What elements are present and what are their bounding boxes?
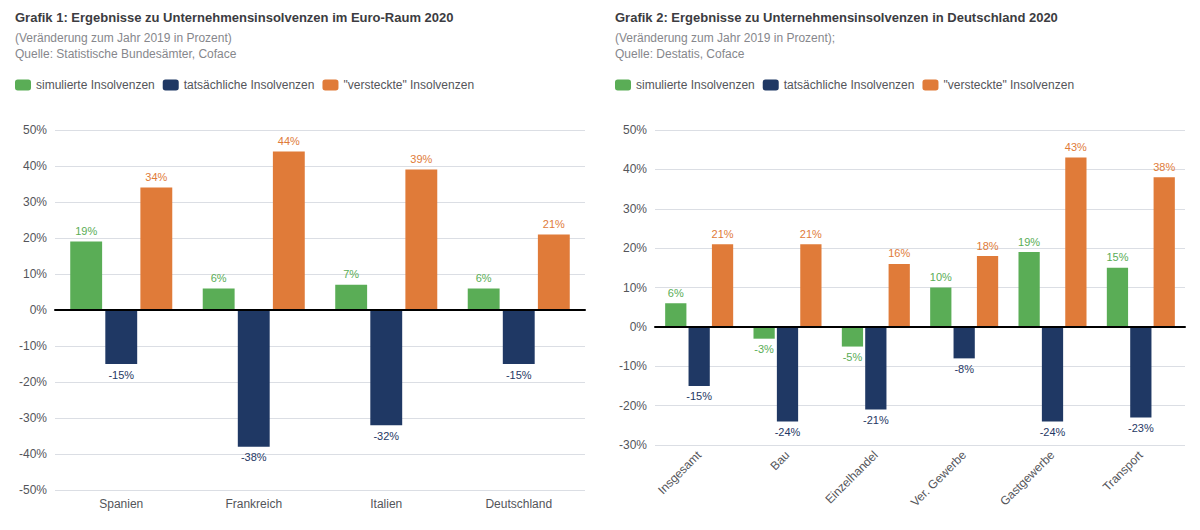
svg-text:Deutschland: Deutschland (485, 497, 552, 511)
svg-text:-15%: -15% (686, 390, 712, 402)
svg-text:-8%: -8% (954, 363, 974, 375)
svg-text:Grafik 1: Ergebnisse zu Untern: Grafik 1: Ergebnisse zu Unternehmensinso… (15, 10, 454, 25)
svg-text:19%: 19% (75, 225, 97, 237)
svg-text:-15%: -15% (108, 369, 134, 381)
svg-text:38%: 38% (1153, 161, 1175, 173)
svg-text:39%: 39% (410, 153, 432, 165)
svg-text:0%: 0% (630, 320, 648, 334)
svg-text:6%: 6% (211, 272, 227, 284)
svg-text:50%: 50% (623, 123, 647, 137)
svg-text:44%: 44% (278, 135, 300, 147)
svg-text:Bau: Bau (767, 448, 792, 473)
svg-text:40%: 40% (23, 159, 47, 173)
svg-text:20%: 20% (23, 231, 47, 245)
svg-text:21%: 21% (800, 228, 822, 240)
svg-text:Transport: Transport (1100, 448, 1146, 494)
svg-text:19%: 19% (1018, 236, 1040, 248)
svg-text:34%: 34% (145, 171, 167, 183)
svg-text:-38%: -38% (241, 451, 267, 463)
svg-text:-30%: -30% (19, 411, 47, 425)
svg-text:-50%: -50% (19, 483, 47, 497)
svg-text:Grafik 2: Ergebnisse zu Untern: Grafik 2: Ergebnisse zu Unternehmensinso… (615, 10, 1058, 25)
svg-text:20%: 20% (623, 241, 647, 255)
svg-text:6%: 6% (476, 272, 492, 284)
svg-text:"versteckte" Insolvenzen: "versteckte" Insolvenzen (943, 78, 1074, 92)
svg-text:"versteckte" Insolvenzen: "versteckte" Insolvenzen (343, 78, 474, 92)
svg-text:40%: 40% (623, 162, 647, 176)
svg-text:-15%: -15% (506, 369, 532, 381)
svg-text:Gastgewerbe: Gastgewerbe (997, 448, 1058, 509)
svg-text:Spanien: Spanien (99, 497, 143, 511)
svg-text:Ver. Gewerbe: Ver. Gewerbe (908, 448, 969, 509)
svg-text:21%: 21% (543, 218, 565, 230)
svg-text:Einzelhandel: Einzelhandel (822, 448, 880, 506)
svg-text:-5%: -5% (843, 351, 863, 363)
svg-text:simulierte Insolvenzen: simulierte Insolvenzen (636, 78, 755, 92)
svg-text:-30%: -30% (619, 438, 647, 452)
svg-text:0%: 0% (30, 303, 48, 317)
svg-text:-3%: -3% (754, 343, 774, 355)
svg-text:Frankreich: Frankreich (225, 497, 282, 511)
svg-text:30%: 30% (623, 202, 647, 216)
svg-text:-10%: -10% (619, 359, 647, 373)
svg-text:30%: 30% (23, 195, 47, 209)
svg-text:43%: 43% (1065, 141, 1087, 153)
svg-text:(Veränderung zum Jahr 2019 in: (Veränderung zum Jahr 2019 in Prozent) (15, 31, 232, 45)
svg-text:tatsächliche Insolvenzen: tatsächliche Insolvenzen (184, 78, 315, 92)
svg-text:15%: 15% (1106, 251, 1128, 263)
svg-text:simulierte Insolvenzen: simulierte Insolvenzen (36, 78, 155, 92)
svg-text:6%: 6% (668, 287, 684, 299)
svg-text:18%: 18% (977, 240, 999, 252)
svg-text:10%: 10% (930, 271, 952, 283)
svg-text:-20%: -20% (19, 375, 47, 389)
svg-text:7%: 7% (343, 268, 359, 280)
svg-text:-10%: -10% (19, 339, 47, 353)
svg-text:-23%: -23% (1128, 422, 1154, 434)
svg-text:50%: 50% (23, 123, 47, 137)
svg-text:Quelle: Destatis, Coface: Quelle: Destatis, Coface (615, 47, 745, 61)
svg-text:16%: 16% (888, 247, 910, 259)
svg-text:-24%: -24% (1040, 426, 1066, 438)
svg-text:10%: 10% (623, 281, 647, 295)
svg-text:(Veränderung zum Jahr 2019 in: (Veränderung zum Jahr 2019 in Prozent); (615, 31, 835, 45)
svg-text:tatsächliche Insolvenzen: tatsächliche Insolvenzen (784, 78, 915, 92)
svg-text:10%: 10% (23, 267, 47, 281)
svg-text:-40%: -40% (19, 447, 47, 461)
svg-text:-32%: -32% (373, 430, 399, 442)
svg-text:-21%: -21% (863, 414, 889, 426)
svg-text:Insgesamt: Insgesamt (655, 448, 704, 497)
svg-text:21%: 21% (712, 228, 734, 240)
svg-text:-24%: -24% (775, 426, 801, 438)
svg-text:Italien: Italien (370, 497, 402, 511)
svg-text:-20%: -20% (619, 399, 647, 413)
svg-text:Quelle: Statistische Bundesämt: Quelle: Statistische Bundesämter, Coface (15, 47, 237, 61)
